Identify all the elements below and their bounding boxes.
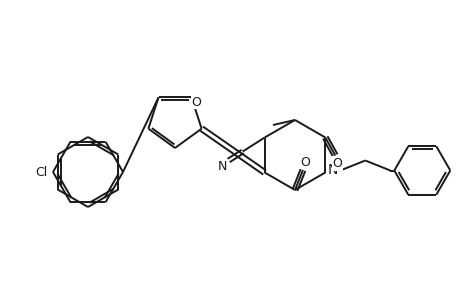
Text: N: N: [327, 164, 338, 178]
Text: O: O: [191, 96, 201, 109]
Text: O: O: [299, 155, 309, 169]
Text: N: N: [218, 160, 227, 173]
Text: Cl: Cl: [35, 166, 47, 178]
Text: O: O: [332, 157, 341, 170]
